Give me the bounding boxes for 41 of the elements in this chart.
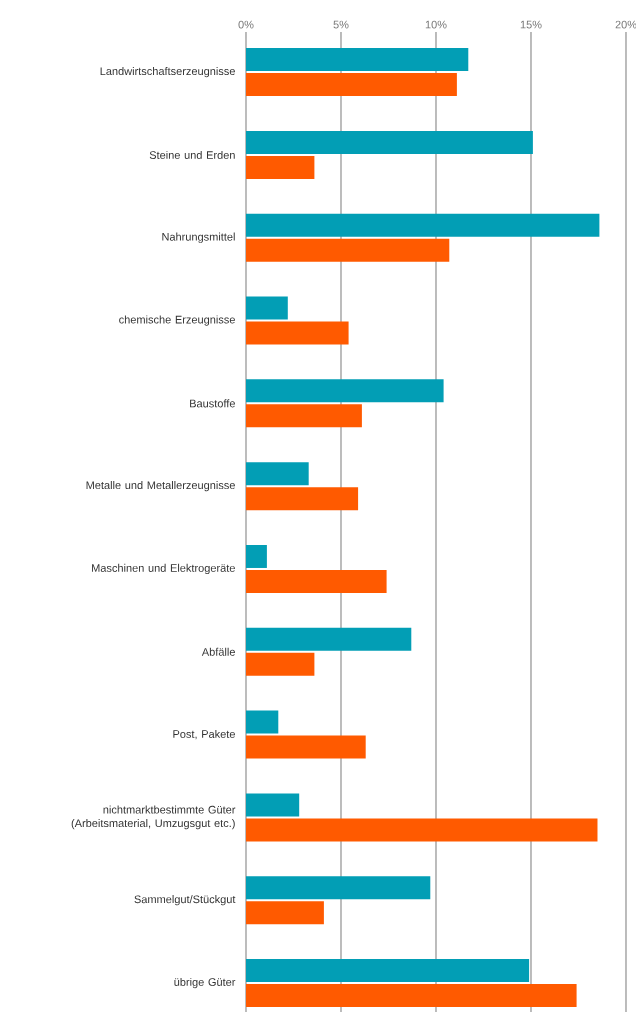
y-tick-label: Baustoffe — [190, 399, 235, 408]
bar — [246, 818, 598, 842]
bar — [246, 462, 309, 486]
y-tick-label: Sammelgut/Stückgut — [134, 895, 236, 906]
bar — [246, 487, 359, 511]
bar — [246, 627, 412, 651]
bar — [246, 793, 300, 817]
bar — [246, 984, 577, 1008]
bar — [246, 213, 600, 237]
bar — [246, 296, 288, 320]
x-tick-label: 5% — [333, 20, 349, 29]
bar — [246, 959, 530, 983]
bar — [246, 155, 315, 179]
bar — [246, 321, 349, 345]
y-tick-label: Nahrungsmittel — [162, 232, 235, 243]
y-tick-label: chemische Erzeugnisse — [119, 315, 235, 326]
bar — [246, 569, 387, 593]
bar — [246, 735, 366, 759]
y-tick-label: übrige Güter — [174, 977, 236, 989]
bar — [246, 379, 444, 403]
bar — [246, 876, 431, 900]
y-tick-label: Landwirtschaftserzeugnisse — [100, 67, 235, 78]
bar — [246, 238, 450, 262]
y-tick-label: Metalle und Metallerzeugnisse — [86, 481, 235, 492]
bar — [246, 130, 533, 154]
y-tick-label: Maschinen und Elektrogeräte — [92, 563, 235, 575]
x-tick-label: 10% — [425, 20, 447, 29]
bar — [246, 652, 315, 676]
x-tick-label: 15% — [520, 20, 542, 29]
x-tick-label: 0% — [238, 20, 254, 29]
y-tick-label: Abfälle — [201, 647, 235, 656]
y-tick-label: Steine und Erden — [149, 150, 235, 159]
y-tick-label: Post, Pakete — [173, 729, 235, 740]
bar — [246, 901, 324, 925]
bar — [246, 404, 362, 428]
bar — [246, 710, 279, 734]
bar — [246, 73, 457, 97]
bar — [246, 544, 267, 568]
y-tick-label: nichtmarktbestimmte Güter (Arbeitsmaterial, Umzugsgut etc.) — [71, 805, 236, 830]
bar — [246, 48, 469, 72]
x-tick-label: 20% — [615, 20, 636, 29]
